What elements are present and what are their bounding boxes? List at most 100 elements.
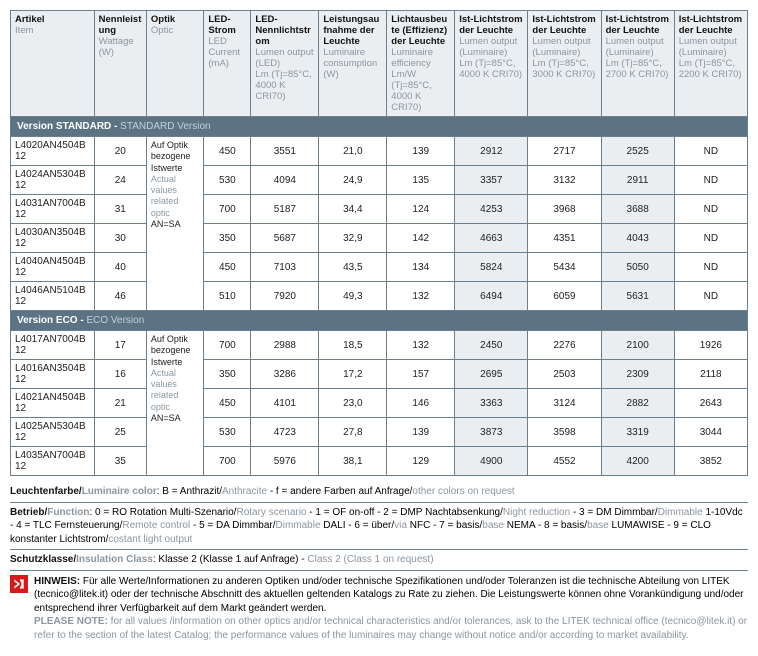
cell: L4025AN5304B12 bbox=[11, 418, 95, 447]
cell: 142 bbox=[387, 224, 455, 253]
cell: 7920 bbox=[251, 282, 319, 311]
cell: L4017AN7004B12 bbox=[11, 331, 95, 360]
cell: L4024AN5304B12 bbox=[11, 166, 95, 195]
cell: ND bbox=[674, 166, 747, 195]
cell: 350 bbox=[204, 360, 251, 389]
cell: 2276 bbox=[528, 331, 601, 360]
cell: ND bbox=[674, 195, 747, 224]
cell: 450 bbox=[204, 389, 251, 418]
cell: 3873 bbox=[455, 418, 528, 447]
cell: 3852 bbox=[674, 447, 747, 476]
table-row: L4020AN4504B1220Auf Optik bezogene Istwe… bbox=[11, 137, 748, 166]
table-row: L4017AN7004B1217Auf Optik bezogene Istwe… bbox=[11, 331, 748, 360]
cell: 3319 bbox=[601, 418, 674, 447]
cell: 3286 bbox=[251, 360, 319, 389]
cell: ND bbox=[674, 224, 747, 253]
cell: L4046AN5104B12 bbox=[11, 282, 95, 311]
cell: 46 bbox=[94, 282, 146, 311]
cell: 27,8 bbox=[319, 418, 387, 447]
cell: 2717 bbox=[528, 137, 601, 166]
table-row: L4024AN5304B1224530409424,91353357313229… bbox=[11, 166, 748, 195]
cell: 3363 bbox=[455, 389, 528, 418]
cell: 134 bbox=[387, 253, 455, 282]
cell: 139 bbox=[387, 418, 455, 447]
cell: 450 bbox=[204, 253, 251, 282]
notes-block: Leuchtenfarbe/Luminaire color: B = Anthr… bbox=[10, 482, 748, 646]
cell: 2911 bbox=[601, 166, 674, 195]
cell: 5687 bbox=[251, 224, 319, 253]
cell: 4900 bbox=[455, 447, 528, 476]
cell: 3044 bbox=[674, 418, 747, 447]
cell: 4351 bbox=[528, 224, 601, 253]
table-row: L4025AN5304B1225530472327,81393873359833… bbox=[11, 418, 748, 447]
cell: 2100 bbox=[601, 331, 674, 360]
cell: 5187 bbox=[251, 195, 319, 224]
optic-cell: Auf Optik bezogene IstwerteActual values… bbox=[146, 331, 203, 476]
column-header: Lichtausbeute (Effizienz) der LeuchteLum… bbox=[387, 11, 455, 117]
cell: 5434 bbox=[528, 253, 601, 282]
cell: 31 bbox=[94, 195, 146, 224]
cell: 2882 bbox=[601, 389, 674, 418]
cell: 3357 bbox=[455, 166, 528, 195]
cell: 700 bbox=[204, 331, 251, 360]
optic-cell: Auf Optik bezogene IstwerteActual values… bbox=[146, 137, 203, 311]
cell: 2118 bbox=[674, 360, 747, 389]
cell: 6059 bbox=[528, 282, 601, 311]
cell: 4200 bbox=[601, 447, 674, 476]
cell: 132 bbox=[387, 331, 455, 360]
section-header-row: Version STANDARD - STANDARD Version bbox=[11, 117, 748, 137]
note-function: Betrieb/Function: 0 = RO Rotation Multi-… bbox=[10, 503, 748, 551]
cell: 5631 bbox=[601, 282, 674, 311]
cell: 30 bbox=[94, 224, 146, 253]
cell: 20 bbox=[94, 137, 146, 166]
cell: 17 bbox=[94, 331, 146, 360]
cell: 139 bbox=[387, 137, 455, 166]
column-header: ArtikelItem bbox=[11, 11, 95, 117]
cell: L4030AN3504B12 bbox=[11, 224, 95, 253]
cell: 38,1 bbox=[319, 447, 387, 476]
table-row: L4031AN7004B1231700518734,41244253396836… bbox=[11, 195, 748, 224]
cell: 2525 bbox=[601, 137, 674, 166]
cell: 21,0 bbox=[319, 137, 387, 166]
cell: 24 bbox=[94, 166, 146, 195]
column-header: Leistungsaufnahme der LeuchteLuminaire c… bbox=[319, 11, 387, 117]
section-header-row: Version ECO - ECO Version bbox=[11, 311, 748, 331]
table-row: L4016AN3504B1216350328617,21572695250323… bbox=[11, 360, 748, 389]
cell: 3124 bbox=[528, 389, 601, 418]
cell: ND bbox=[674, 253, 747, 282]
cell: L4035AN7004B12 bbox=[11, 447, 95, 476]
cell: 5824 bbox=[455, 253, 528, 282]
cell: L4021AN4504B12 bbox=[11, 389, 95, 418]
table-row: L4040AN4504B1240450710343,51345824543450… bbox=[11, 253, 748, 282]
cell: L4016AN3504B12 bbox=[11, 360, 95, 389]
cell: 510 bbox=[204, 282, 251, 311]
table-row: L4030AN3504B1230350568732,91424663435140… bbox=[11, 224, 748, 253]
cell: 49,3 bbox=[319, 282, 387, 311]
cell: 450 bbox=[204, 137, 251, 166]
cell: 135 bbox=[387, 166, 455, 195]
cell: 18,5 bbox=[319, 331, 387, 360]
column-header: LED-StromLED Current(mA) bbox=[204, 11, 251, 117]
cell: 146 bbox=[387, 389, 455, 418]
cell: 5976 bbox=[251, 447, 319, 476]
cell: 1926 bbox=[674, 331, 747, 360]
table-row: L4035AN7004B1235700597638,11294900455242… bbox=[11, 447, 748, 476]
column-header: Ist-Lichtstrom der LeuchteLumen output (… bbox=[528, 11, 601, 117]
column-header: LED-NennlichtstromLumen output (LED)Lm (… bbox=[251, 11, 319, 117]
spec-table: ArtikelItemNennleistungWattage(W)OptikOp… bbox=[10, 10, 748, 476]
cell: 3598 bbox=[528, 418, 601, 447]
cell: 43,5 bbox=[319, 253, 387, 282]
cell: 34,4 bbox=[319, 195, 387, 224]
cell: 530 bbox=[204, 418, 251, 447]
cell: 2503 bbox=[528, 360, 601, 389]
cell: 7103 bbox=[251, 253, 319, 282]
cell: 132 bbox=[387, 282, 455, 311]
cell: 25 bbox=[94, 418, 146, 447]
cell: 5050 bbox=[601, 253, 674, 282]
column-header: NennleistungWattage(W) bbox=[94, 11, 146, 117]
column-header: OptikOptic bbox=[146, 11, 203, 117]
column-header: Ist-Lichtstrom der LeuchteLumen output (… bbox=[674, 11, 747, 117]
cell: 700 bbox=[204, 195, 251, 224]
note-color: Leuchtenfarbe/Luminaire color: B = Anthr… bbox=[10, 482, 748, 503]
cell: 129 bbox=[387, 447, 455, 476]
